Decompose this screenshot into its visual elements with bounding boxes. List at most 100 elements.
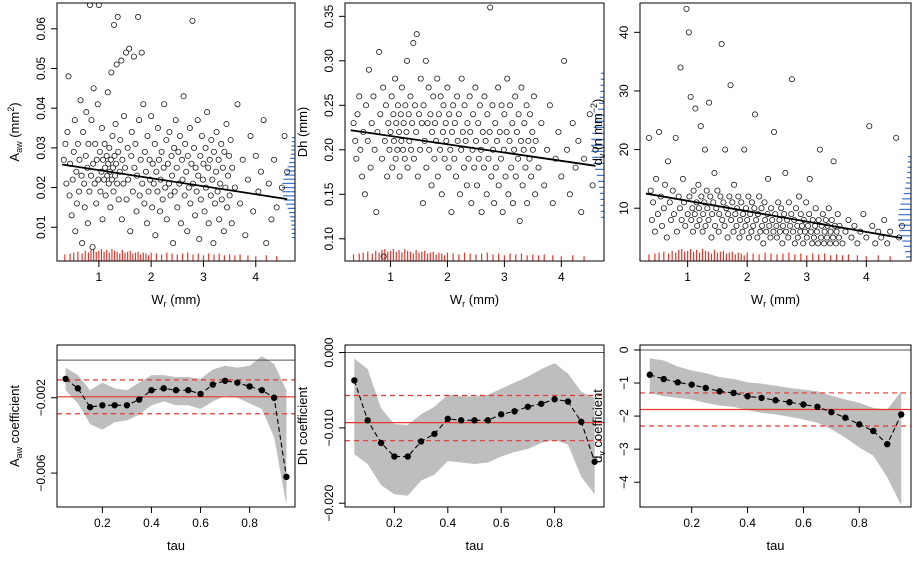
- data-point: [711, 170, 718, 177]
- label-part: r: [462, 299, 465, 309]
- label-part: −0.010: [322, 409, 336, 446]
- data-point: [497, 155, 504, 162]
- label-part: 0.2: [94, 516, 111, 530]
- data-point: [815, 240, 822, 247]
- data-point: [732, 211, 739, 218]
- data-point: [94, 101, 101, 108]
- data-point: [511, 146, 518, 153]
- data-point: [776, 228, 783, 235]
- data-point: [648, 216, 655, 223]
- data-point: [146, 156, 153, 163]
- data-point: [765, 175, 772, 182]
- data-point: [781, 211, 788, 218]
- coef-point: [197, 390, 204, 398]
- data-point: [142, 168, 149, 175]
- label-part: −4: [617, 475, 631, 489]
- data-point: [794, 222, 801, 229]
- coef-point: [884, 440, 891, 448]
- data-point: [779, 240, 786, 247]
- data-point: [133, 208, 140, 215]
- data-point: [854, 240, 861, 247]
- x-tick-label: 4: [558, 270, 565, 284]
- data-point: [218, 140, 225, 147]
- data-point: [108, 69, 115, 76]
- data-point: [810, 234, 817, 241]
- y-axis-label: Aaw coefficient: [7, 385, 24, 467]
- coef-point: [484, 417, 492, 424]
- data-point: [460, 164, 467, 171]
- data-point: [461, 102, 468, 109]
- label-part: 30: [617, 84, 631, 98]
- coef-point: [99, 402, 106, 409]
- data-point: [373, 209, 380, 216]
- data-point: [196, 236, 203, 243]
- coef-point: [814, 403, 821, 411]
- y-tick-label: 0.03: [34, 136, 48, 160]
- data-point: [81, 180, 88, 187]
- coef-point: [62, 375, 69, 383]
- y-tick-label: 10: [617, 201, 631, 215]
- data-point: [171, 188, 178, 195]
- data-point: [704, 205, 711, 212]
- data-point: [408, 146, 415, 153]
- data-point: [716, 211, 723, 218]
- data-point: [751, 205, 758, 212]
- data-point: [828, 216, 835, 223]
- data-point: [364, 137, 371, 144]
- data-point: [558, 173, 565, 180]
- data-point: [144, 132, 151, 139]
- data-point: [866, 123, 873, 130]
- data-point: [120, 113, 127, 120]
- plot-area: [645, 5, 911, 261]
- data-point: [793, 205, 800, 212]
- data-point: [154, 188, 161, 195]
- data-point: [753, 216, 760, 223]
- data-point: [427, 111, 434, 118]
- data-point: [672, 134, 679, 141]
- data-point: [193, 188, 200, 195]
- data-point: [213, 128, 220, 135]
- data-point: [447, 146, 454, 153]
- data-point: [99, 216, 106, 223]
- plot-frame: [56, 344, 296, 508]
- data-point: [377, 111, 384, 118]
- data-point: [113, 61, 120, 68]
- data-point: [388, 93, 395, 100]
- label-part: v: [597, 153, 607, 158]
- data-point: [145, 188, 152, 195]
- data-point: [131, 164, 138, 171]
- data-point: [806, 211, 813, 218]
- confidence-band: [354, 358, 595, 496]
- x-tick-label: 2: [444, 270, 451, 284]
- label-part: 0.25: [322, 93, 336, 117]
- label-part: 0.000: [322, 337, 336, 367]
- data-point: [569, 120, 576, 127]
- data-point: [397, 111, 404, 118]
- label-part: 0.6: [192, 516, 209, 530]
- data-point: [715, 228, 722, 235]
- data-point: [488, 173, 495, 180]
- data-point: [192, 212, 199, 219]
- data-point: [759, 222, 766, 229]
- data-point: [353, 155, 360, 162]
- data-point: [206, 156, 213, 163]
- label-part: W: [751, 292, 764, 307]
- data-point: [848, 234, 855, 241]
- data-point: [162, 184, 169, 191]
- coef-point: [431, 430, 438, 438]
- data-point: [446, 111, 453, 118]
- data-point: [701, 146, 708, 153]
- data-point: [735, 193, 742, 200]
- data-point: [428, 182, 435, 189]
- data-point: [257, 168, 264, 175]
- data-point: [231, 184, 238, 191]
- data-point: [748, 228, 755, 235]
- data-point: [523, 102, 530, 109]
- data-point: [265, 180, 272, 187]
- data-point: [839, 240, 846, 247]
- y-tick-label: −4: [617, 475, 631, 489]
- data-point: [654, 211, 661, 218]
- coef-point: [578, 418, 585, 426]
